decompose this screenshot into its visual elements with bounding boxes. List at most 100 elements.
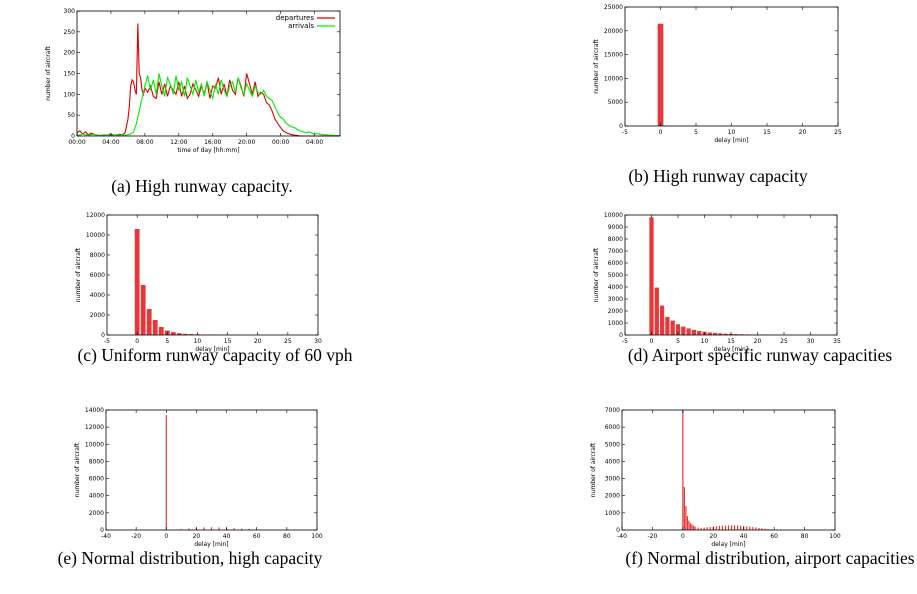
bar [180,528,182,530]
chart-d: -5 0 5 10 15 20 25 30 35010002000300040005000600… [593,212,892,365]
y-axis-label: number of aircraft [75,247,82,302]
x-tick-label: -20 [648,533,658,540]
bar [709,526,711,530]
bar [718,525,720,530]
bar [764,528,766,530]
x-tick-label: 5 [165,338,169,345]
y-tick-label: 0 [619,123,623,130]
bar [706,527,708,530]
x-tick-label: -5 [622,129,628,136]
x-tick-label: 0 [135,338,139,345]
x-tick-label: 0 [659,129,663,136]
bar [691,329,697,335]
y-axis-label: number of aircraft [590,442,597,497]
bar [688,520,690,530]
y-tick-label: 7000 [608,248,623,255]
bar [152,320,158,335]
x-tick-label: 80 [801,533,809,540]
bar [681,326,686,335]
y-tick-label: 0 [619,332,623,339]
x-tick-label: 0 [164,533,168,540]
x-tick-label: 0 [650,338,654,345]
bar [670,320,675,335]
x-tick-label: -20 [131,533,141,540]
x-tick-label: 5 [676,338,680,345]
bar [758,527,760,530]
y-tick-label: 2000 [605,493,620,500]
caption-c: (c) Uniform runway capacity of 60 vph [77,345,352,365]
y-tick-label: 25000 [604,4,623,11]
bar [689,523,692,530]
bar [749,526,751,530]
x-tick-label: 20 [754,338,762,345]
x-tick-label: 60 [770,533,778,540]
legend-label: departures [276,14,315,22]
bar [718,333,723,335]
y-tick-label: 5000 [608,272,623,279]
y-tick-label: 0 [100,527,104,534]
y-axis-label: number of aircraft [593,247,600,302]
y-tick-label: 250 [64,29,76,36]
x-axis-label: time of day [hh:mm] [177,147,239,154]
y-tick-label: 10000 [604,212,623,219]
x-axis-label: delay [min] [711,541,745,548]
x-tick-label: 04:00 [102,139,119,146]
caption-b: (b) High runway capacity [628,166,808,186]
y-tick-label: 0 [616,527,620,534]
y-tick-label: 300 [64,8,76,15]
bar [740,525,742,530]
bar [146,309,152,335]
y-axis-label: number of aircraft [74,442,81,497]
y-tick-label: 50 [67,112,75,119]
x-tick-label: 00:00 [272,139,289,146]
y-tick-label: 5000 [608,99,623,106]
y-tick-label: 15000 [604,52,623,59]
y-tick-label: 14000 [85,407,104,414]
bar [712,332,718,335]
series-line-arrivals [76,73,340,137]
x-tick-label: 25 [834,129,842,136]
bar [182,333,188,335]
x-tick-label: 15 [224,338,232,345]
bar [140,285,146,335]
caption-a: (a) High runway capacity. [111,176,293,196]
y-tick-label: 10000 [604,75,623,82]
y-tick-label: 8000 [90,252,105,259]
caption-d: (d) Airport specific runway capacities [628,345,893,365]
y-tick-label: 6000 [90,272,105,279]
bar [691,524,693,530]
x-tick-label: 0 [681,533,685,540]
caption-e: (e) Normal distribution, high capacity [58,548,323,568]
y-tick-label: 12000 [86,212,105,219]
bar [733,525,736,530]
y-tick-label: 100 [64,91,76,98]
y-tick-label: 6000 [608,260,623,267]
y-axis-label: number of aircraft [45,46,52,101]
bar [248,528,250,530]
x-tick-label: 30 [314,338,322,345]
x-tick-label: 40 [740,533,748,540]
x-tick-label: 40 [223,533,231,540]
bar [659,305,665,335]
x-axis-label: delay [min] [714,137,748,144]
x-tick-label: 04:00 [306,139,323,146]
x-tick-label: 10 [728,129,736,136]
y-tick-label: 7000 [605,407,620,414]
x-tick-label: 25 [780,338,788,345]
x-tick-label: -40 [617,533,627,540]
x-tick-label: 20:00 [238,139,255,146]
y-tick-label: 8000 [89,458,104,465]
x-tick-label: 30 [807,338,815,345]
y-tick-label: 6000 [89,476,104,483]
bar [685,506,687,530]
x-tick-label: 100 [311,533,323,540]
bar [188,334,194,335]
y-tick-label: 10000 [86,232,105,239]
y-tick-label: 0 [101,332,105,339]
bar [767,528,769,530]
bar [165,415,167,530]
bar [694,526,696,530]
bar [203,527,205,530]
